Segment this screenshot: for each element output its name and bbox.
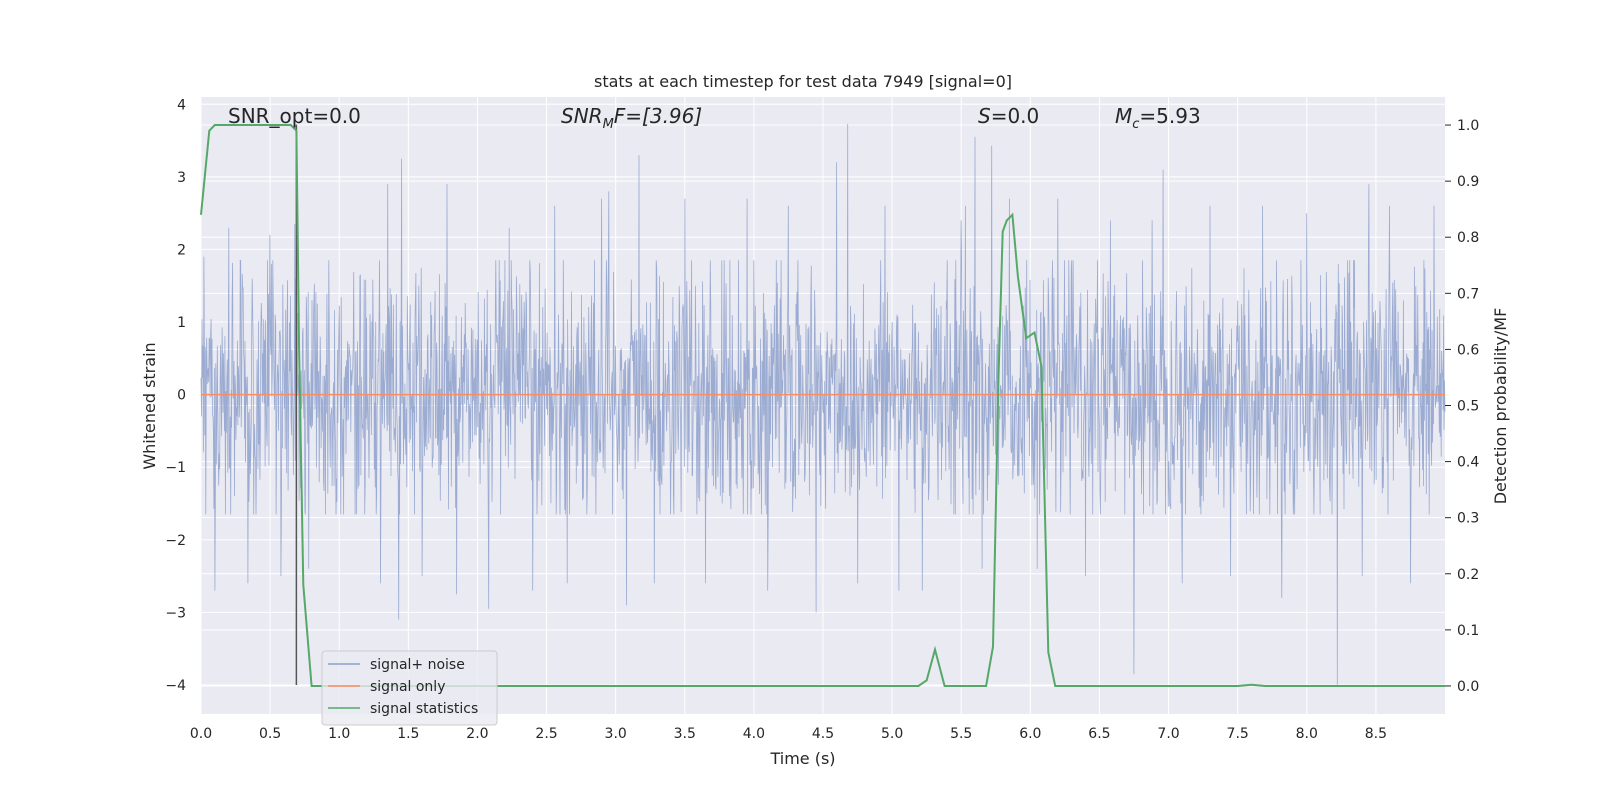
legend-box xyxy=(321,650,498,726)
legend-label-stats: signal statistics xyxy=(370,701,478,717)
x-tick-label: 6.5 xyxy=(1088,726,1110,742)
annotation-mc: Mc=5.93 xyxy=(1115,104,1201,132)
y-tick-label: 0 xyxy=(177,388,186,404)
x-tick-label: 0.0 xyxy=(190,726,212,742)
annotation-s: S=0.0 xyxy=(978,104,1039,128)
series-signal-noise-line xyxy=(200,123,1446,686)
x-tick-label: 0.5 xyxy=(259,726,281,742)
y-tick-label: 2 xyxy=(177,242,186,258)
x-tick-label: 4.5 xyxy=(812,726,834,742)
snr-mf-rest: F=[3.96] xyxy=(614,104,702,128)
x-tick-label: 3.5 xyxy=(674,726,696,742)
chart-title: stats at each timestep for test data 794… xyxy=(594,72,1012,91)
x-tick-label: 4.0 xyxy=(743,726,765,742)
y-tick-label: −2 xyxy=(165,533,186,549)
x-tick-label: 5.5 xyxy=(950,726,972,742)
x-tick-label: 7.0 xyxy=(1157,726,1179,742)
y-tick-label: −4 xyxy=(165,678,186,694)
x-tick-label: 8.5 xyxy=(1365,726,1387,742)
annotation-snr-opt: SNR_opt=0.0 xyxy=(228,104,361,128)
legend-label-signal: signal only xyxy=(370,679,445,695)
s-var: S xyxy=(978,104,991,128)
y2-tick-label: 0.1 xyxy=(1457,623,1479,639)
y2-tick-label: 0.3 xyxy=(1457,511,1479,527)
y-tick-label: −1 xyxy=(165,460,186,476)
y2-tick-label: 0.0 xyxy=(1457,679,1479,695)
x-tick-label: 5.0 xyxy=(881,726,903,742)
chart-axes: 0.0 0.5 1.0 1.5 2.0 2.5 3.0 3.5 4.0 4.5 5.0 5.5 6.0 6… xyxy=(165,97,1479,742)
annotation-snr-mf: SNRMF=[3.96] xyxy=(561,104,702,132)
legend-label-noise: signal+ noise xyxy=(370,657,465,673)
x-tick-label: 6.0 xyxy=(1019,726,1041,742)
y2-tick-label: 0.4 xyxy=(1457,455,1479,471)
mc-sub: c xyxy=(1132,117,1139,132)
y2-tick-label: 0.7 xyxy=(1457,286,1479,302)
series-signal-statistics-line xyxy=(200,124,1445,687)
legend: signal+ noise signal only signal statist… xyxy=(321,650,498,726)
x-tick-label: 1.0 xyxy=(328,726,350,742)
x-axis-label: Time (s) xyxy=(769,749,835,768)
s-rest: =0.0 xyxy=(991,104,1040,128)
x-tick-label: 3.0 xyxy=(605,726,627,742)
y-tick-label: 1 xyxy=(177,315,186,331)
snr-mf-main: SNR xyxy=(561,104,603,128)
mc-var: M xyxy=(1115,104,1132,128)
x-tick-label: 7.5 xyxy=(1227,726,1249,742)
y-tick-label: 4 xyxy=(177,97,186,113)
y-tick-label: −3 xyxy=(165,605,186,621)
x-tick-label: 8.0 xyxy=(1296,726,1318,742)
x-tick-label: 2.5 xyxy=(535,726,557,742)
mc-rest: =5.93 xyxy=(1139,104,1200,128)
y2-tick-label: 0.8 xyxy=(1457,230,1479,246)
y-tick-label: 3 xyxy=(177,170,186,186)
y2-tick-label: 0.5 xyxy=(1457,399,1479,415)
y2-tick-label: 0.6 xyxy=(1457,342,1479,358)
y2-tick-label: 0.9 xyxy=(1457,174,1479,190)
y-axis-label: Whitened strain xyxy=(140,342,159,469)
y2-tick-label: 0.2 xyxy=(1457,567,1479,583)
y2-tick-label: 1.0 xyxy=(1457,118,1479,134)
chart-marks xyxy=(200,123,1446,687)
y2-axis-label: Detection probability/MF xyxy=(1491,308,1510,505)
x-tick-label: 2.0 xyxy=(466,726,488,742)
x-tick-label: 1.5 xyxy=(397,726,419,742)
snr-mf-sub: M xyxy=(603,117,614,132)
